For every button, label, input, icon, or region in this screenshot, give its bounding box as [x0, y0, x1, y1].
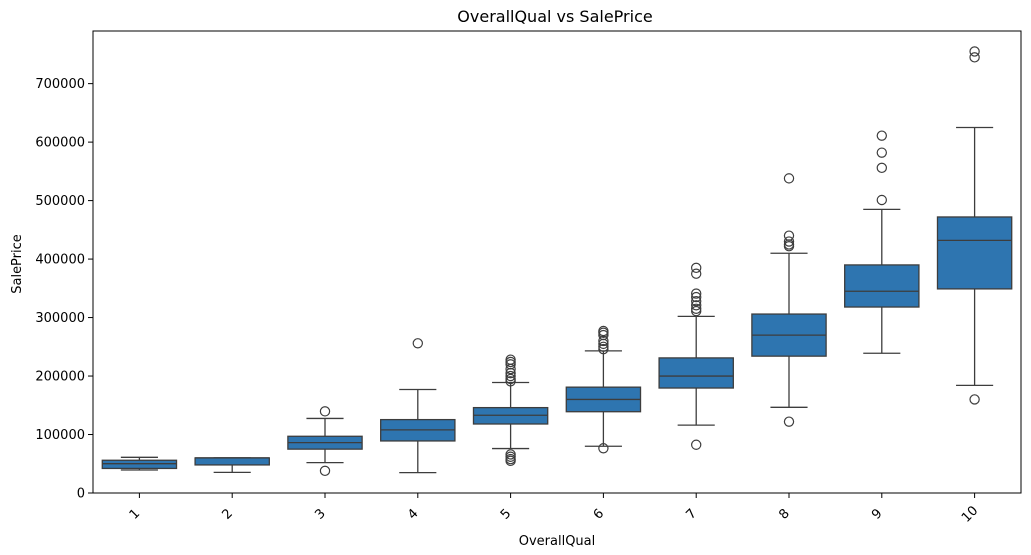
box: [194, 457, 270, 466]
box-group-5: [472, 354, 549, 467]
outlier-point: [783, 416, 795, 427]
outlier-point: [319, 465, 331, 477]
box-group-7: [658, 262, 734, 450]
x-tick-label: 7: [683, 506, 699, 522]
outlier-point: [505, 455, 516, 467]
y-tick-label: 600000: [35, 136, 85, 151]
outlier-point: [969, 52, 980, 63]
outlier-point: [319, 406, 331, 417]
x-axis: 1 2 3 4 5 6 7 8 9 10: [127, 493, 981, 526]
box: [936, 216, 1013, 290]
outlier-point: [691, 439, 702, 450]
plot-frame: [92, 30, 1022, 494]
outlier-point: [783, 236, 795, 247]
outlier-point: [691, 291, 702, 303]
x-tick-label: 8: [776, 506, 792, 522]
outlier-point: [876, 147, 888, 158]
outlier-point: [505, 363, 516, 375]
outlier-point: [969, 394, 980, 405]
x-tick-label: 9: [869, 506, 885, 522]
x-tick-label: 5: [498, 506, 514, 522]
y-axis: 0 100000 200000 300000 400000 500000 600000 700…: [35, 77, 93, 502]
outlier-point: [691, 300, 702, 311]
outlier-point: [691, 305, 702, 317]
y-tick-label: 400000: [35, 253, 85, 268]
box-group-10: [936, 46, 1013, 405]
outlier-point: [783, 173, 795, 184]
x-tick-label: 1: [127, 506, 143, 522]
box-group-9: [844, 130, 920, 354]
outlier-point: [691, 288, 702, 299]
outlier-point: [505, 370, 516, 382]
box-group-1: [101, 456, 178, 471]
x-tick-label: 6: [591, 506, 607, 522]
y-tick-label: 0: [77, 487, 85, 502]
chart-title: OverallQual vs SalePrice: [457, 7, 652, 26]
y-axis-label: SalePrice: [10, 234, 25, 294]
x-axis-label: OverallQual: [519, 534, 596, 549]
outlier-point: [691, 262, 702, 274]
outlier-point: [598, 343, 609, 355]
box-group-2: [194, 457, 270, 474]
outlier-point: [876, 194, 888, 206]
box-group-4: [380, 338, 456, 474]
x-tick-label: 4: [405, 506, 421, 522]
y-tick-label: 100000: [35, 428, 85, 443]
y-tick-label: 300000: [35, 311, 85, 326]
outlier-point: [505, 376, 516, 387]
outlier-point: [691, 295, 702, 307]
outlier-point: [876, 130, 888, 141]
y-tick-label: 200000: [35, 370, 85, 385]
box: [658, 357, 734, 389]
outlier-point: [598, 338, 609, 350]
outlier-point: [969, 46, 980, 57]
outlier-point: [876, 162, 888, 174]
x-tick-label: 2: [219, 506, 235, 522]
y-tick-label: 500000: [35, 194, 85, 209]
outlier-point: [691, 268, 702, 279]
box: [844, 264, 920, 308]
y-tick-label: 700000: [35, 77, 85, 92]
outlier-point: [412, 338, 423, 349]
outlier-point: [783, 241, 795, 252]
plot-area: [101, 46, 1013, 477]
box-group-6: [565, 325, 642, 454]
box-group-3: [287, 406, 363, 477]
x-tick-label: 3: [312, 506, 328, 522]
outlier-point: [598, 443, 609, 454]
box-group-8: [751, 173, 827, 427]
x-tick-label: 10: [959, 503, 981, 525]
outlier-point: [598, 335, 609, 347]
outlier-point: [505, 367, 516, 379]
